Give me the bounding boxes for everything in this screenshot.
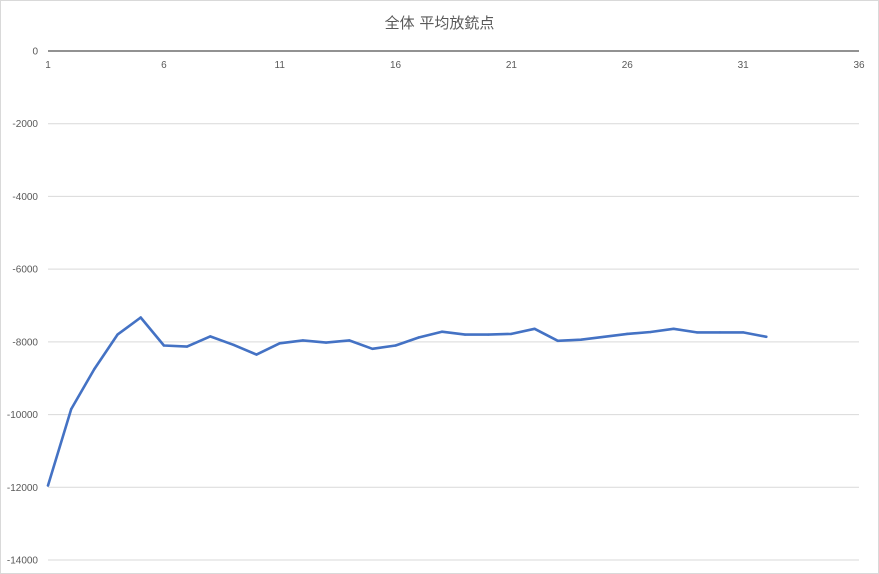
data-point: [556, 339, 559, 342]
chart-title: 全体 平均放銃点: [384, 14, 495, 32]
x-tick-label: 21: [506, 60, 518, 71]
data-point: [185, 345, 189, 348]
data-point: [116, 333, 119, 336]
data-point: [672, 327, 675, 330]
data-point: [93, 367, 96, 371]
data-point: [348, 339, 351, 342]
y-tick-label: -8000: [12, 337, 38, 348]
x-axis-ticks: 1 6 11 16 21 26 31 36: [45, 60, 865, 71]
data-point: [487, 333, 490, 336]
x-tick-label: 11: [275, 60, 286, 71]
x-tick-label: 36: [853, 60, 865, 71]
data-point: [69, 407, 73, 411]
gridlines: [48, 123, 859, 561]
x-tick-label: 6: [161, 60, 167, 71]
data-point: [602, 335, 606, 338]
data-point: [765, 335, 768, 338]
data-point: [510, 332, 513, 336]
y-tick-label: -2000: [12, 119, 38, 130]
data-point: [533, 327, 536, 330]
data-point: [626, 332, 629, 336]
x-tick-label: 1: [45, 60, 51, 71]
data-point: [139, 316, 142, 319]
series-group: [46, 316, 768, 487]
data-point: [232, 343, 235, 346]
data-point: [255, 353, 258, 356]
data-point: [741, 331, 745, 334]
data-point: [649, 330, 652, 334]
y-tick-label: -14000: [7, 556, 39, 567]
y-tick-label: 0: [32, 47, 38, 58]
data-point: [463, 333, 467, 336]
y-axis-ticks: 0 -2000 -4000 -6000 -8000 -10000 -12000 -14000: [7, 47, 39, 567]
data-point: [440, 330, 444, 333]
data-point: [394, 344, 397, 347]
y-tick-label: -10000: [7, 410, 39, 421]
series-line: [46, 316, 768, 487]
data-point: [417, 336, 420, 339]
data-point: [278, 342, 281, 345]
data-point: [162, 344, 166, 347]
x-tick-label: 16: [390, 60, 402, 71]
data-point: [718, 331, 722, 334]
y-tick-label: -12000: [7, 483, 39, 494]
data-point: [579, 338, 583, 341]
y-tick-label: -6000: [12, 265, 38, 276]
data-point: [301, 339, 305, 342]
data-point: [209, 335, 212, 338]
data-point: [695, 331, 698, 334]
data-point: [371, 347, 374, 350]
x-tick-label: 31: [738, 60, 750, 71]
data-point: [46, 484, 50, 487]
y-tick-label: -4000: [12, 192, 38, 203]
x-tick-label: 26: [622, 60, 634, 71]
data-point: [324, 341, 328, 344]
